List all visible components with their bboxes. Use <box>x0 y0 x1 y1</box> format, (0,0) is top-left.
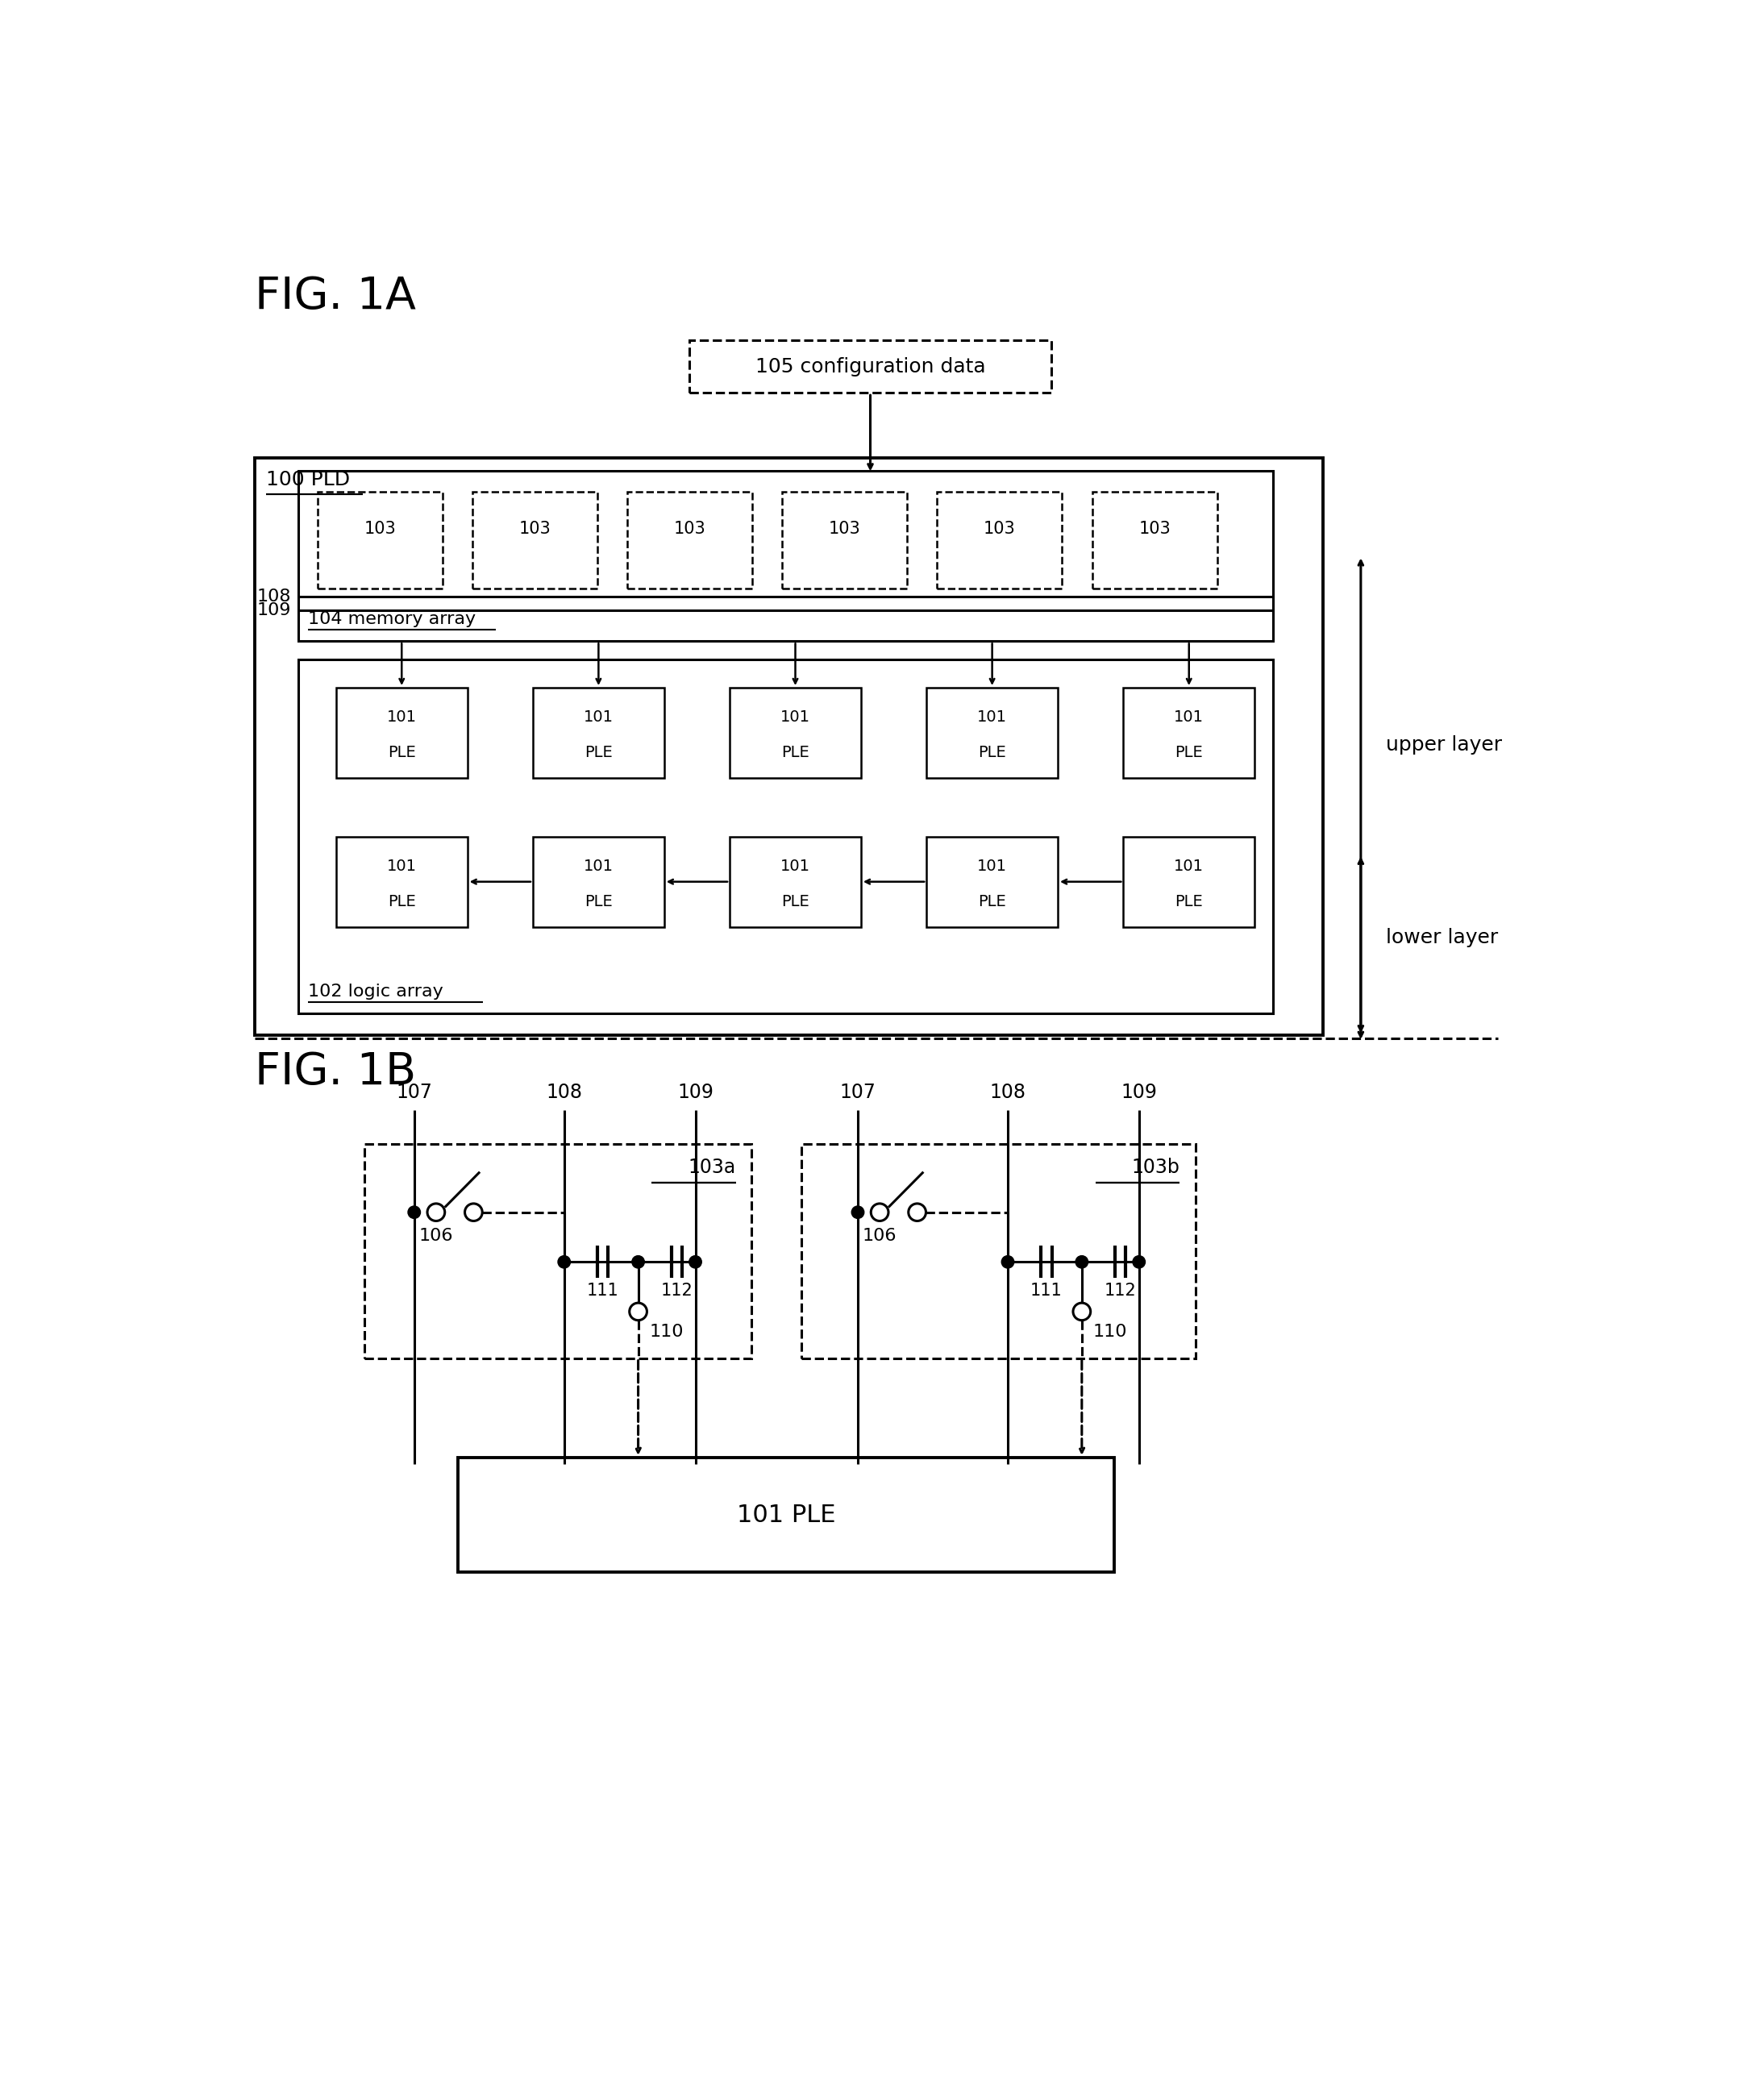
Bar <box>363 1144 751 1359</box>
Text: 103: 103 <box>519 521 550 538</box>
Text: PLE: PLE <box>1175 744 1203 761</box>
Circle shape <box>1132 1257 1145 1269</box>
Text: PLE: PLE <box>584 744 612 761</box>
Bar <box>298 661 1274 1013</box>
Bar <box>730 688 861 777</box>
Text: 106: 106 <box>418 1227 453 1244</box>
Text: 101: 101 <box>584 711 614 725</box>
Text: 103a: 103a <box>688 1159 736 1177</box>
Bar <box>1124 688 1254 777</box>
Text: 112: 112 <box>662 1282 693 1298</box>
Bar <box>690 340 1051 394</box>
Text: 103: 103 <box>1138 521 1171 538</box>
Circle shape <box>1002 1257 1014 1269</box>
Circle shape <box>871 1205 889 1221</box>
Circle shape <box>630 1302 647 1321</box>
Text: 102 logic array: 102 logic array <box>309 984 443 1000</box>
Text: PLE: PLE <box>781 894 810 909</box>
Text: 108: 108 <box>258 588 291 604</box>
Text: lower layer: lower layer <box>1387 927 1498 948</box>
Text: 101: 101 <box>780 711 810 725</box>
Text: 107: 107 <box>397 1084 432 1102</box>
Bar <box>298 471 1274 642</box>
Circle shape <box>557 1257 570 1269</box>
Text: 104 memory array: 104 memory array <box>309 611 476 627</box>
Bar <box>459 1457 1115 1571</box>
Bar <box>337 836 467 927</box>
Text: 101: 101 <box>386 711 416 725</box>
Text: 109: 109 <box>1120 1084 1157 1102</box>
Bar <box>926 836 1058 927</box>
Bar <box>533 836 663 927</box>
Circle shape <box>464 1205 482 1221</box>
Text: 110: 110 <box>649 1323 684 1340</box>
Text: 103: 103 <box>984 521 1016 538</box>
Circle shape <box>852 1207 864 1219</box>
Text: PLE: PLE <box>388 894 416 909</box>
Text: PLE: PLE <box>979 894 1005 909</box>
Text: 107: 107 <box>840 1084 877 1102</box>
Text: 108: 108 <box>547 1084 582 1102</box>
Bar <box>533 688 663 777</box>
Circle shape <box>407 1207 420 1219</box>
Text: 105 configuration data: 105 configuration data <box>755 356 986 375</box>
Circle shape <box>1076 1257 1088 1269</box>
Bar <box>1124 836 1254 927</box>
Text: 101: 101 <box>584 859 614 873</box>
Text: PLE: PLE <box>1175 894 1203 909</box>
Text: 100 PLD: 100 PLD <box>266 471 349 490</box>
Circle shape <box>908 1205 926 1221</box>
Bar <box>801 1144 1196 1359</box>
Text: FIG. 1A: FIG. 1A <box>254 275 416 319</box>
Text: 103b: 103b <box>1131 1159 1180 1177</box>
Text: 109: 109 <box>677 1084 713 1102</box>
Circle shape <box>1073 1302 1090 1321</box>
Text: 101: 101 <box>1175 859 1203 873</box>
Bar <box>926 688 1058 777</box>
Bar <box>318 492 443 588</box>
Text: 109: 109 <box>258 602 291 619</box>
Bar <box>473 492 598 588</box>
Text: 103: 103 <box>674 521 706 538</box>
Bar <box>628 492 751 588</box>
Text: 111: 111 <box>587 1282 619 1298</box>
Text: 103: 103 <box>363 521 395 538</box>
Text: 111: 111 <box>1030 1282 1062 1298</box>
Text: upper layer: upper layer <box>1387 736 1501 754</box>
Text: 103: 103 <box>829 521 861 538</box>
Text: FIG. 1B: FIG. 1B <box>254 1050 416 1094</box>
Text: 101: 101 <box>977 711 1007 725</box>
Circle shape <box>427 1205 445 1221</box>
Text: 101: 101 <box>780 859 810 873</box>
Text: PLE: PLE <box>584 894 612 909</box>
Text: 108: 108 <box>990 1084 1027 1102</box>
Text: PLE: PLE <box>781 744 810 761</box>
Text: 101: 101 <box>977 859 1007 873</box>
Circle shape <box>632 1257 644 1269</box>
Text: PLE: PLE <box>388 744 416 761</box>
Text: PLE: PLE <box>979 744 1005 761</box>
Text: 106: 106 <box>863 1227 896 1244</box>
Text: 101: 101 <box>386 859 416 873</box>
Bar <box>1092 492 1217 588</box>
Text: 112: 112 <box>1104 1282 1136 1298</box>
Bar <box>730 836 861 927</box>
Circle shape <box>690 1257 702 1269</box>
Text: 101: 101 <box>1175 711 1203 725</box>
Bar <box>254 458 1323 1036</box>
Bar <box>937 492 1062 588</box>
Bar <box>781 492 907 588</box>
Text: 101 PLE: 101 PLE <box>737 1503 836 1528</box>
Text: 110: 110 <box>1094 1323 1127 1340</box>
Bar <box>337 688 467 777</box>
